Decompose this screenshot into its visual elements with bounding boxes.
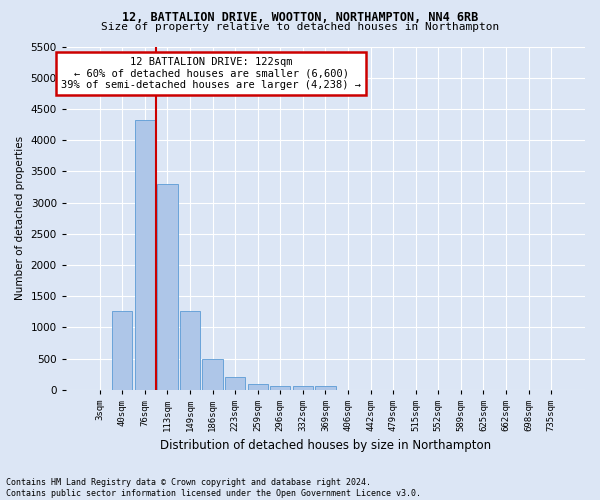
Bar (134, 120, 155, 390)
Bar (270, 386, 290, 390)
Text: 12 BATTALION DRIVE: 122sqm
← 60% of detached houses are smaller (6,600)
39% of s: 12 BATTALION DRIVE: 122sqm ← 60% of deta… (61, 57, 361, 90)
Bar (180, 310, 200, 390)
Text: Contains HM Land Registry data © Crown copyright and database right 2024.
Contai: Contains HM Land Registry data © Crown c… (6, 478, 421, 498)
Text: Size of property relative to detached houses in Northampton: Size of property relative to detached ho… (101, 22, 499, 32)
Bar (157, 184, 178, 390)
Y-axis label: Number of detached properties: Number of detached properties (15, 136, 25, 300)
Text: 12, BATTALION DRIVE, WOOTTON, NORTHAMPTON, NN4 6RB: 12, BATTALION DRIVE, WOOTTON, NORTHAMPTO… (122, 11, 478, 24)
Bar (248, 384, 268, 390)
Bar (293, 386, 313, 390)
Bar (315, 386, 335, 390)
X-axis label: Distribution of detached houses by size in Northampton: Distribution of detached houses by size … (160, 440, 491, 452)
Bar (112, 310, 133, 390)
Bar (202, 360, 223, 390)
Bar (225, 377, 245, 390)
